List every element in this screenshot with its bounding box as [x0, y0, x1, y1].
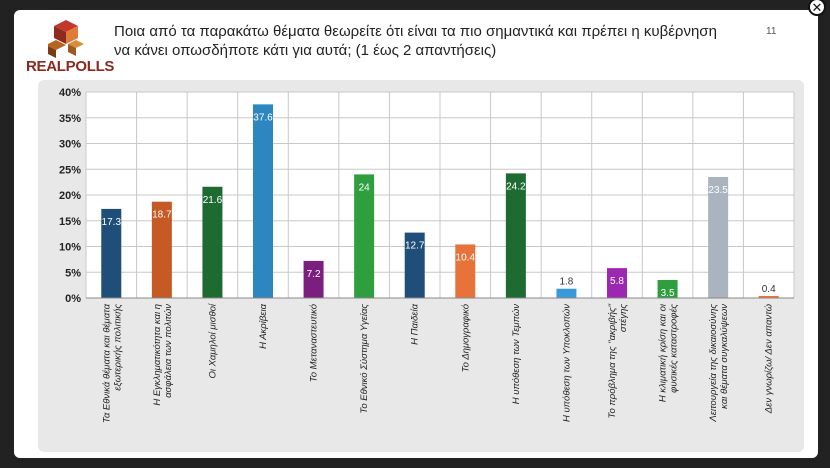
x-tick-label-line: Τα Εθνικά θέματα και θέματα: [101, 303, 112, 423]
x-tick-label: Η Εγκληματικότητα και ηασφάλεια των πολι…: [152, 304, 174, 406]
close-icon[interactable]: ✕: [808, 0, 826, 16]
x-tick-label-line: Η υπόθεση των Υποκλοπών: [561, 304, 572, 422]
x-tick-label: Δεν γνωρίζω/ Δεν απαντώ: [764, 303, 775, 414]
x-tick-label-line: εξωτερικής πολιτικής: [112, 304, 123, 391]
x-tick-label-line: Δεν γνωρίζω/ Δεν απαντώ: [764, 303, 775, 414]
data-label: 12.7: [405, 241, 425, 252]
bar: [101, 208, 122, 298]
data-label: 7.2: [307, 269, 321, 280]
bar: [556, 288, 577, 298]
x-tick-label: Τα Εθνικά θέματα και θέματαεξωτερικής πο…: [101, 303, 123, 423]
y-tick-label: 20%: [59, 190, 81, 202]
x-tick-label-line: φυσικές καταστροφές: [669, 304, 680, 393]
page-number: 11: [766, 26, 777, 37]
y-tick-label: 30%: [59, 139, 81, 151]
bar: [657, 279, 678, 298]
logo-text: REALPOLLS: [26, 58, 115, 75]
x-tick-label: Το Εθνικό Σύστημα Υγείας: [359, 304, 370, 414]
bar: [202, 186, 223, 298]
bar: [404, 232, 425, 298]
x-tick-label-line: Η Εγκληματικότητα και η: [152, 304, 163, 406]
x-tick-label-line: Το πρόβλημα της "ακριβής": [607, 303, 618, 418]
data-label: 37.6: [253, 112, 273, 123]
bar: [758, 295, 779, 298]
x-tick-label-line: στέγης: [618, 304, 629, 332]
y-tick-label: 40%: [59, 87, 81, 99]
data-label: 18.7: [152, 210, 172, 221]
bar: [151, 201, 172, 298]
x-tick-label-line: Το Δημογραφικό: [460, 304, 471, 372]
y-tick-label: 0%: [65, 293, 81, 305]
data-label: 17.3: [102, 217, 122, 228]
x-tick-label: Λειτουργεία της δικαιοσύνηςκαι θέματα συ…: [708, 304, 730, 423]
x-tick-label-line: Οι Χαμηλοί μισθοί: [207, 303, 218, 378]
logo-cubes-icon: [48, 20, 84, 58]
slide: REALPOLLS Ποια από τα παρακάτω θέματα θε…: [14, 10, 818, 458]
x-tick-label: Το Δημογραφικό: [460, 304, 471, 372]
data-label: 21.6: [203, 195, 223, 206]
y-tick-label: 35%: [59, 113, 81, 125]
x-tick-label-line: Λειτουργεία της δικαιοσύνης: [708, 304, 719, 423]
x-tick-label: Η Ακρίβεια: [258, 303, 269, 348]
x-tick-label: Η Παιδεία: [410, 303, 421, 344]
x-tick-label: Οι Χαμηλοί μισθοί: [207, 303, 218, 378]
x-tick-label-line: Η Ακρίβεια: [258, 303, 269, 348]
x-tick-label: Το Μεταναστευτικό: [309, 304, 320, 382]
x-tick-label: Το πρόβλημα της "ακριβής"στέγης: [607, 303, 629, 418]
realpolls-logo: REALPOLLS: [26, 18, 115, 84]
data-label: 23.5: [708, 185, 728, 196]
x-tick-label-line: Το Εθνικό Σύστημα Υγείας: [359, 304, 370, 414]
x-tick-label: Η υπόθεση των Υποκλοπών: [561, 304, 572, 422]
bar-chart: 0% 5% 10% 15% 20% 25% 30% 35% 40% 17.3 Τα Εθνικά θ…: [59, 87, 795, 423]
data-label: 10.4: [456, 252, 476, 263]
x-tick-label-line: και θέματα συγκαλύψεων: [719, 304, 730, 409]
bar: [708, 176, 729, 298]
x-tick-label: Η κλιματική κρίση και οιφυσικές καταστρο…: [658, 304, 680, 403]
x-tick-label-line: Η κλιματική κρίση και οι: [658, 304, 669, 402]
chart-title: Ποια από τα παρακάτω θέματα θεωρείτε ότι…: [114, 23, 717, 59]
y-tick-label: 15%: [59, 216, 81, 228]
y-tick-label: 5%: [65, 267, 81, 279]
y-tick-label: 25%: [59, 164, 81, 176]
data-label: 0.4: [762, 284, 776, 295]
bar: [253, 104, 273, 298]
bar: [607, 268, 627, 298]
x-tick-label-line: Το Μεταναστευτικό: [309, 304, 320, 382]
data-label: 3.5: [661, 288, 675, 299]
data-label: 5.8: [610, 276, 624, 287]
bar: [505, 173, 526, 298]
y-tick-label: 10%: [59, 242, 81, 254]
data-label: 1.8: [559, 277, 573, 288]
bar: [354, 174, 375, 298]
bar: [455, 244, 476, 298]
x-tick-label-line: ασφάλεια των πολιτών: [163, 304, 174, 398]
data-label: 24: [359, 182, 371, 193]
x-tick-label-line: Η Παιδεία: [410, 303, 421, 344]
data-label: 24.2: [506, 181, 526, 192]
chart-panel: 0% 5% 10% 15% 20% 25% 30% 35% 40% 17.3 Τα Εθνικά θ…: [38, 80, 804, 452]
x-tick-label: Η υπόθεση των Τεμπών: [511, 304, 522, 404]
bar: [303, 260, 324, 298]
x-tick-label-line: Η υπόθεση των Τεμπών: [511, 304, 522, 404]
